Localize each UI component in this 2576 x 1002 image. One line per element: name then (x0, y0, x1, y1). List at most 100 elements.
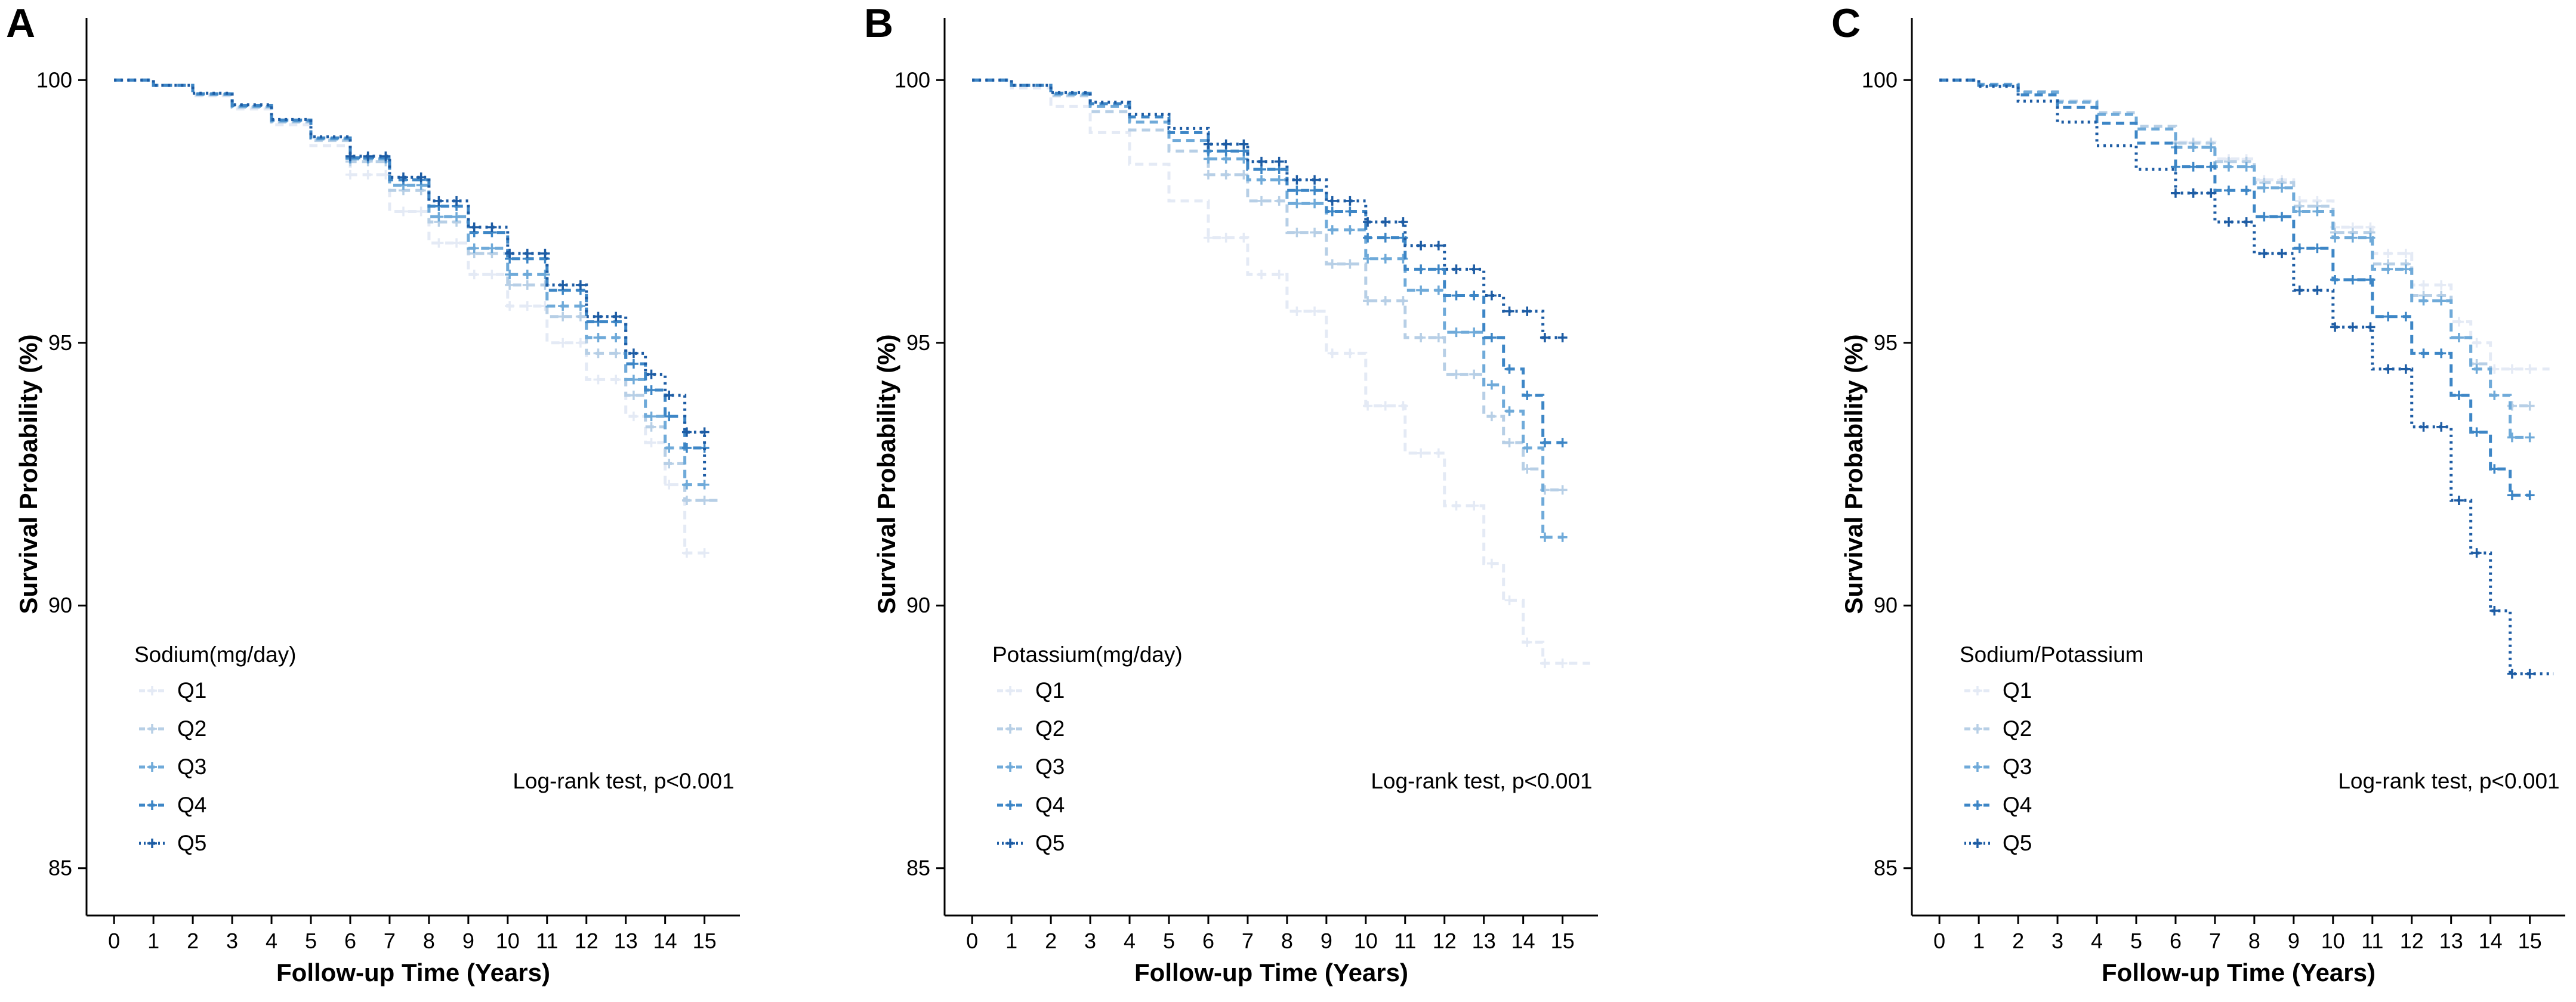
x-axis-title: Follow-up Time (Years) (2102, 958, 2376, 986)
x-tick-label: 2 (187, 929, 199, 953)
censor-mark (628, 390, 638, 400)
censor-mark (2525, 432, 2535, 443)
x-tick-label: 4 (1124, 929, 1136, 953)
legend-swatch-mark (1005, 686, 1015, 695)
x-tick-label: 4 (266, 929, 277, 953)
legend-swatch-mark (147, 800, 157, 810)
censor-mark (2330, 322, 2340, 332)
log-rank-annotation: Log-rank test, p<0.001 (513, 769, 734, 793)
censor-mark (1292, 199, 1302, 209)
censor-mark (1221, 169, 1231, 180)
x-tick-label: 8 (423, 929, 435, 953)
censor-mark (363, 151, 373, 162)
censor-mark (2418, 348, 2429, 358)
censor-mark (1504, 364, 1514, 374)
x-tick-label: 1 (1973, 929, 1985, 953)
legend-swatch-mark (1005, 762, 1015, 772)
censor-mark (2383, 249, 2393, 258)
censor-mark (2224, 217, 2234, 227)
censor-mark (452, 196, 462, 206)
censor-mark (1380, 253, 1390, 264)
censor-mark (2525, 490, 2535, 500)
censor-mark (452, 238, 462, 248)
censor-mark (416, 172, 426, 183)
censor-mark (2259, 212, 2269, 222)
censor-mark (1292, 227, 1302, 237)
censor-mark (2259, 249, 2269, 258)
series-q3-curve (1939, 78, 2530, 439)
legend-swatch-mark (1005, 724, 1015, 734)
x-tick-label: 12 (2400, 929, 2424, 953)
panel-letter: B (864, 1, 893, 46)
censor-mark (1540, 532, 1550, 542)
censor-mark (628, 348, 638, 358)
censor-mark (575, 338, 585, 348)
censor-mark (575, 311, 585, 321)
series-q1-curve (972, 78, 1590, 665)
censor-mark (558, 280, 568, 290)
x-tick-label: 14 (653, 929, 677, 953)
censor-mark (1310, 199, 1320, 209)
censor-mark (1451, 290, 1461, 301)
censor-mark (2454, 317, 2464, 327)
censor-mark (2294, 243, 2304, 253)
legend-label: Q2 (1035, 716, 1065, 741)
censor-mark (1257, 175, 1267, 185)
x-tick-label: 3 (2051, 929, 2063, 953)
series-q4-curve (114, 78, 705, 450)
legend-label: Q5 (1035, 831, 1065, 855)
censor-mark (1433, 264, 1443, 274)
censor-mark (1274, 156, 1284, 166)
censor-mark (1469, 264, 1479, 274)
censor-mark (1504, 595, 1514, 605)
x-tick-label: 11 (1394, 929, 1416, 953)
x-tick-label: 11 (536, 929, 558, 953)
censor-mark (2330, 275, 2340, 285)
series-q3-censor-marks (345, 154, 709, 490)
series-q1-curve (1939, 78, 2550, 371)
legend-swatch-mark (1005, 839, 1015, 848)
censor-mark (1540, 332, 1550, 342)
censor-mark (1486, 380, 1497, 390)
y-tick-label: 95 (48, 330, 72, 355)
x-tick-label: 14 (2479, 929, 2503, 953)
censor-mark (1292, 185, 1302, 196)
series-q1-censor-marks (345, 169, 709, 558)
censor-mark (1327, 225, 1337, 235)
legend-label: Q4 (177, 793, 206, 817)
x-tick-label: 15 (1551, 929, 1575, 953)
censor-mark (2259, 183, 2269, 193)
censor-mark (2525, 401, 2535, 411)
censor-mark (1310, 185, 1320, 196)
censor-mark (1416, 285, 1426, 295)
censor-mark (2383, 364, 2393, 374)
censor-mark (2365, 233, 2376, 243)
y-tick-label: 85 (1874, 856, 1898, 880)
series-q2-curve (972, 78, 1563, 491)
x-tick-label: 6 (1202, 929, 1214, 953)
censor-mark (2489, 606, 2500, 616)
x-tick-label: 4 (2091, 929, 2103, 953)
censor-mark (1380, 401, 1390, 411)
censor-mark (2436, 296, 2447, 306)
censor-mark (505, 270, 515, 280)
censor-mark (1345, 196, 1355, 206)
censor-mark (1239, 169, 1249, 180)
censor-mark (522, 270, 532, 280)
legend-label: Q2 (177, 716, 206, 741)
legend-swatch-mark (1973, 800, 1982, 810)
legend-title: Sodium(mg/day) (134, 642, 296, 667)
censor-mark (1363, 217, 1373, 227)
x-tick-label: 15 (2518, 929, 2542, 953)
censor-mark (664, 459, 674, 469)
censor-mark (1310, 175, 1320, 185)
censor-mark (611, 348, 621, 358)
legend-label: Q1 (2003, 678, 2032, 703)
x-tick-label: 3 (1084, 929, 1096, 953)
series-q4-censor-marks (2170, 162, 2535, 500)
censor-mark (1345, 206, 1355, 217)
censor-mark (1310, 306, 1320, 316)
censor-mark (1380, 296, 1390, 306)
censor-mark (2365, 322, 2376, 332)
legend-swatch-mark (1973, 724, 1982, 734)
